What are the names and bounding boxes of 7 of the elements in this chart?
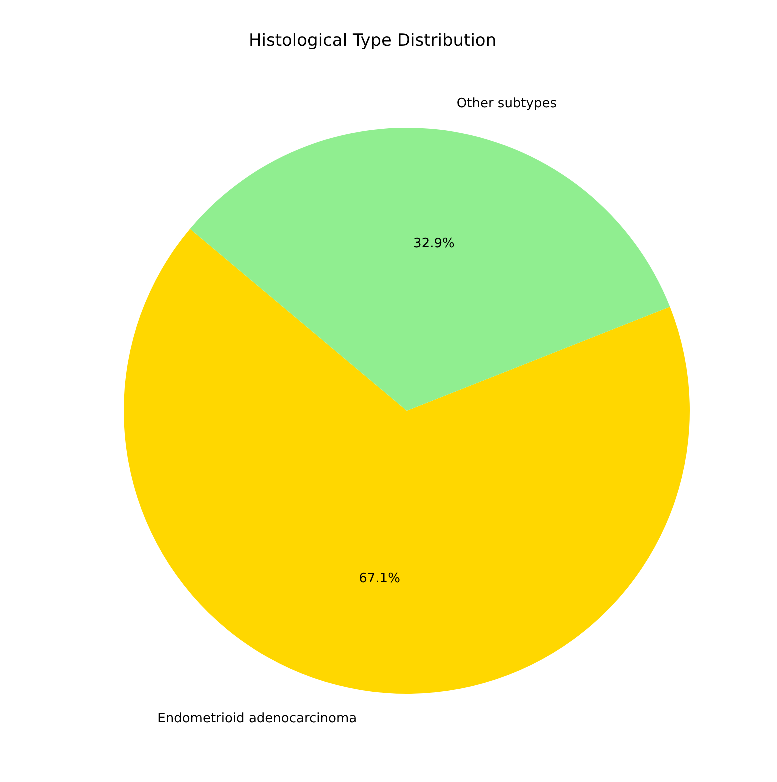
pie-slice: [190, 128, 670, 411]
data-label: 32.9%: [414, 236, 455, 252]
data-label: 67.1%: [359, 572, 400, 587]
chart-title: Histological Type Distribution: [249, 31, 497, 51]
slice-label: Other subtypes: [456, 96, 558, 112]
slice-label: Endometrioid adenocarcinoma: [158, 711, 358, 726]
pie-slice: [124, 229, 690, 694]
